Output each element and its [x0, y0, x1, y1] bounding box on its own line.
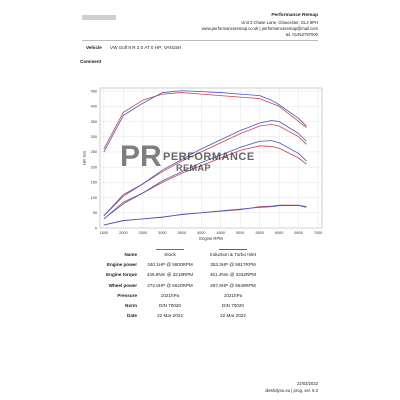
- table-cell: Norm: [125, 303, 137, 308]
- y-tick-label: 250: [91, 150, 97, 154]
- table-cell: 272.0HP @ 5620RPM: [147, 282, 193, 288]
- plot-area: [99, 87, 323, 229]
- y-tick-label: 200: [91, 165, 97, 169]
- table-cell: Name: [124, 252, 137, 257]
- table-cell: Wheel power: [108, 282, 137, 288]
- curve: [103, 90, 307, 153]
- table-cell: Stock: [164, 252, 176, 257]
- footer-software: dieshdyno.eu | prog. ver. 6.3: [265, 388, 318, 393]
- x-tick-label: 3000: [158, 231, 166, 235]
- x-tick-label: 5000: [236, 231, 244, 235]
- y-tick-label: 150: [91, 181, 97, 185]
- footer-date: 22/03/2022: [297, 381, 318, 386]
- table-cell: 353.3HP @ 5817RPM: [210, 262, 256, 268]
- curve: [103, 205, 307, 226]
- address: Unit 3 Chase Lane, Gloucester, GL4 6PH: [241, 20, 318, 25]
- table-cell: Date: [127, 313, 137, 319]
- x-tick-label: 3500: [178, 231, 186, 235]
- watermark-line2: REMAP: [176, 163, 211, 173]
- watermark-line1: PERFORMANCE: [163, 151, 255, 163]
- x-tick-label: 1500: [100, 231, 108, 235]
- legend-swatch: [219, 249, 247, 251]
- vehicle-value: VW Golf 8 R 2.0 AT 0 HP; VAN15H: [110, 45, 182, 50]
- x-tick-label: 4000: [197, 231, 205, 235]
- curve: [103, 92, 307, 150]
- table-cell: Engine power: [106, 262, 137, 268]
- table-cell: DIN 70020: [222, 303, 244, 308]
- table-cell: Induction & Turbo Inlet: [210, 252, 256, 257]
- table-cell: 22 Mar 2022: [157, 313, 183, 319]
- curve: [103, 120, 307, 217]
- phone: tel. 01452797000: [285, 32, 318, 37]
- table-cell: DIN 70020: [159, 303, 181, 308]
- y-tick-label: 350: [91, 120, 97, 124]
- watermark-initials: PR: [120, 140, 162, 173]
- y-tick-label: 400: [91, 105, 97, 109]
- table-cell: 445.8Nm @ 3219RPM: [146, 272, 194, 278]
- y-tick-label: 50: [93, 211, 97, 215]
- x-tick-label: 2500: [139, 231, 147, 235]
- x-tick-label: 6500: [294, 231, 302, 235]
- logo: [82, 15, 116, 20]
- table-cell: 287.8HP @ 5549RPM: [210, 282, 256, 288]
- comment-label: Comment: [80, 59, 102, 64]
- x-tick-label: 7000: [314, 231, 322, 235]
- x-axis-label: Engine RPM: [199, 236, 223, 241]
- table-cell: 1021hPa: [223, 292, 243, 298]
- company: Performance Remap: [271, 13, 318, 18]
- x-tick-label: 5500: [255, 231, 263, 235]
- web: www.performanceremap.co.uk | performance…: [201, 26, 318, 31]
- y-tick-label: 300: [91, 135, 97, 139]
- vehicle-label: Vehicle: [86, 45, 102, 50]
- watermark: PR PERFORMANCE REMAP: [120, 140, 255, 173]
- table-cell: 340.1HP @ 5800RPM: [147, 262, 193, 268]
- table-cell: 22 Mar 2022: [220, 313, 246, 319]
- x-tick-label: 4500: [217, 231, 225, 235]
- x-tick-label: 6000: [275, 231, 283, 235]
- y-axis-label: HP, Nm: [82, 150, 87, 165]
- table-cell: 1021hPa: [160, 292, 180, 298]
- curve: [103, 140, 307, 220]
- table-cell: Pressure: [117, 292, 137, 298]
- x-tick-label: 2000: [119, 231, 127, 235]
- y-tick-label: 0: [95, 226, 97, 230]
- legend-swatch: [156, 249, 184, 251]
- y-tick-label: 100: [91, 196, 97, 200]
- y-tick-label: 450: [91, 89, 97, 93]
- table-cell: Engine torque: [106, 272, 137, 278]
- separator: [82, 40, 318, 41]
- table-cell: 451.4Nm @ 3332RPM: [209, 272, 257, 278]
